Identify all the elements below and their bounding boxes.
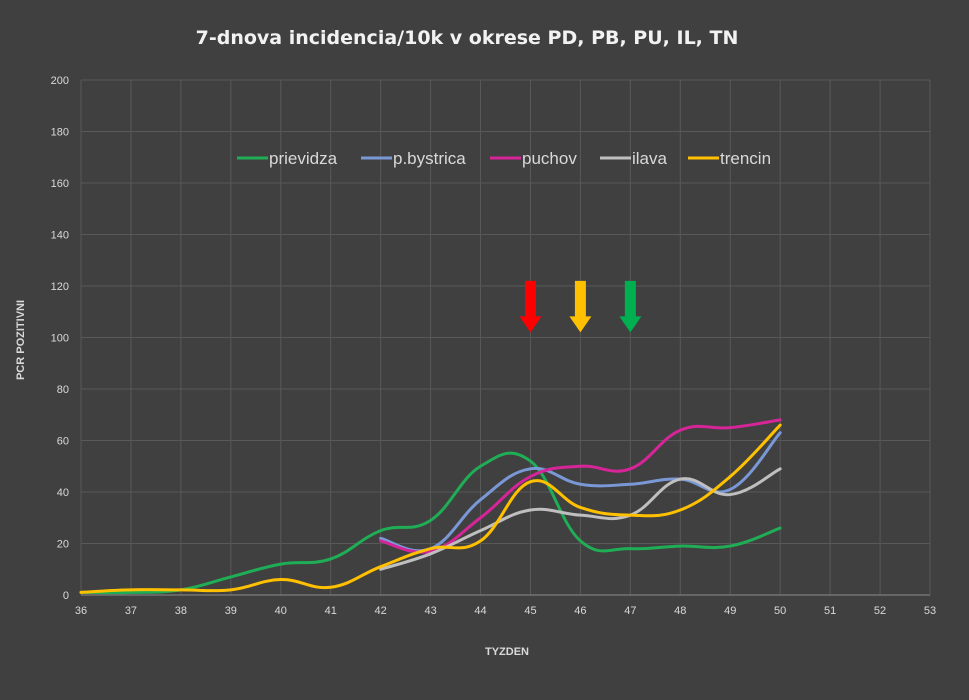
y-tick-label: 20 xyxy=(57,539,69,551)
chart-title: 7-dnova incidencia/10k v okrese PD, PB, … xyxy=(196,27,739,49)
legend-label: trencin xyxy=(720,149,771,168)
x-tick-label: 50 xyxy=(774,605,786,617)
y-tick-label: 140 xyxy=(51,230,69,242)
y-tick-label: 40 xyxy=(57,487,69,499)
series-lines xyxy=(79,418,782,595)
x-tick-label: 52 xyxy=(874,605,886,617)
legend-label: ilava xyxy=(632,149,668,168)
x-tick-label: 46 xyxy=(574,605,586,617)
legend-item: puchov xyxy=(490,149,577,168)
x-tick-label: 37 xyxy=(125,605,137,617)
x-tick-label: 47 xyxy=(624,605,636,617)
y-tick-label: 160 xyxy=(51,178,69,190)
x-tick-label: 53 xyxy=(924,605,936,617)
x-tick-label: 42 xyxy=(375,605,387,617)
down-arrow-annotation xyxy=(519,280,542,333)
x-tick-label: 43 xyxy=(424,605,436,617)
down-arrow-annotation xyxy=(619,280,642,333)
legend-label: prievidza xyxy=(269,149,338,168)
down-arrow-annotation xyxy=(569,280,592,333)
legend-label: p.bystrica xyxy=(393,149,466,168)
x-tick-label: 38 xyxy=(175,605,187,617)
axes: 0 20 40 60 80 100 120 140 160 180 200 36 37 38 39 40 41 4… xyxy=(51,75,936,617)
x-tick-label: 36 xyxy=(75,605,87,617)
x-tick-label: 51 xyxy=(824,605,836,617)
x-tick-label: 45 xyxy=(524,605,536,617)
x-tick-label: 49 xyxy=(724,605,736,617)
x-tick-label: 40 xyxy=(275,605,287,617)
legend-item: prievidza xyxy=(237,149,338,168)
y-tick-label: 180 xyxy=(51,127,69,139)
x-tick-label: 41 xyxy=(325,605,337,617)
legend-label: puchov xyxy=(522,149,577,168)
legend-item: ilava xyxy=(600,149,668,168)
x-axis-title: TYZDEN xyxy=(485,646,529,658)
y-tick-label: 200 xyxy=(51,75,69,87)
legend: prievidza p.bystrica puchov ilava trencin xyxy=(237,149,771,168)
y-tick-label: 0 xyxy=(63,590,69,602)
x-tick-label: 39 xyxy=(225,605,237,617)
legend-item: trencin xyxy=(688,149,771,168)
x-tick-label: 48 xyxy=(674,605,686,617)
legend-item: p.bystrica xyxy=(361,149,466,168)
x-tick-label: 44 xyxy=(474,605,486,617)
series-line-trencin xyxy=(79,423,782,594)
y-axis-title: PCR POZITIVNI xyxy=(15,300,27,380)
y-tick-label: 120 xyxy=(51,281,69,293)
series-line-prievidza xyxy=(79,451,782,595)
y-tick-label: 100 xyxy=(51,333,69,345)
y-tick-label: 60 xyxy=(57,436,69,448)
series-line-puchov xyxy=(379,418,782,554)
arrow-annotations xyxy=(519,280,642,333)
y-tick-label: 80 xyxy=(57,384,69,396)
